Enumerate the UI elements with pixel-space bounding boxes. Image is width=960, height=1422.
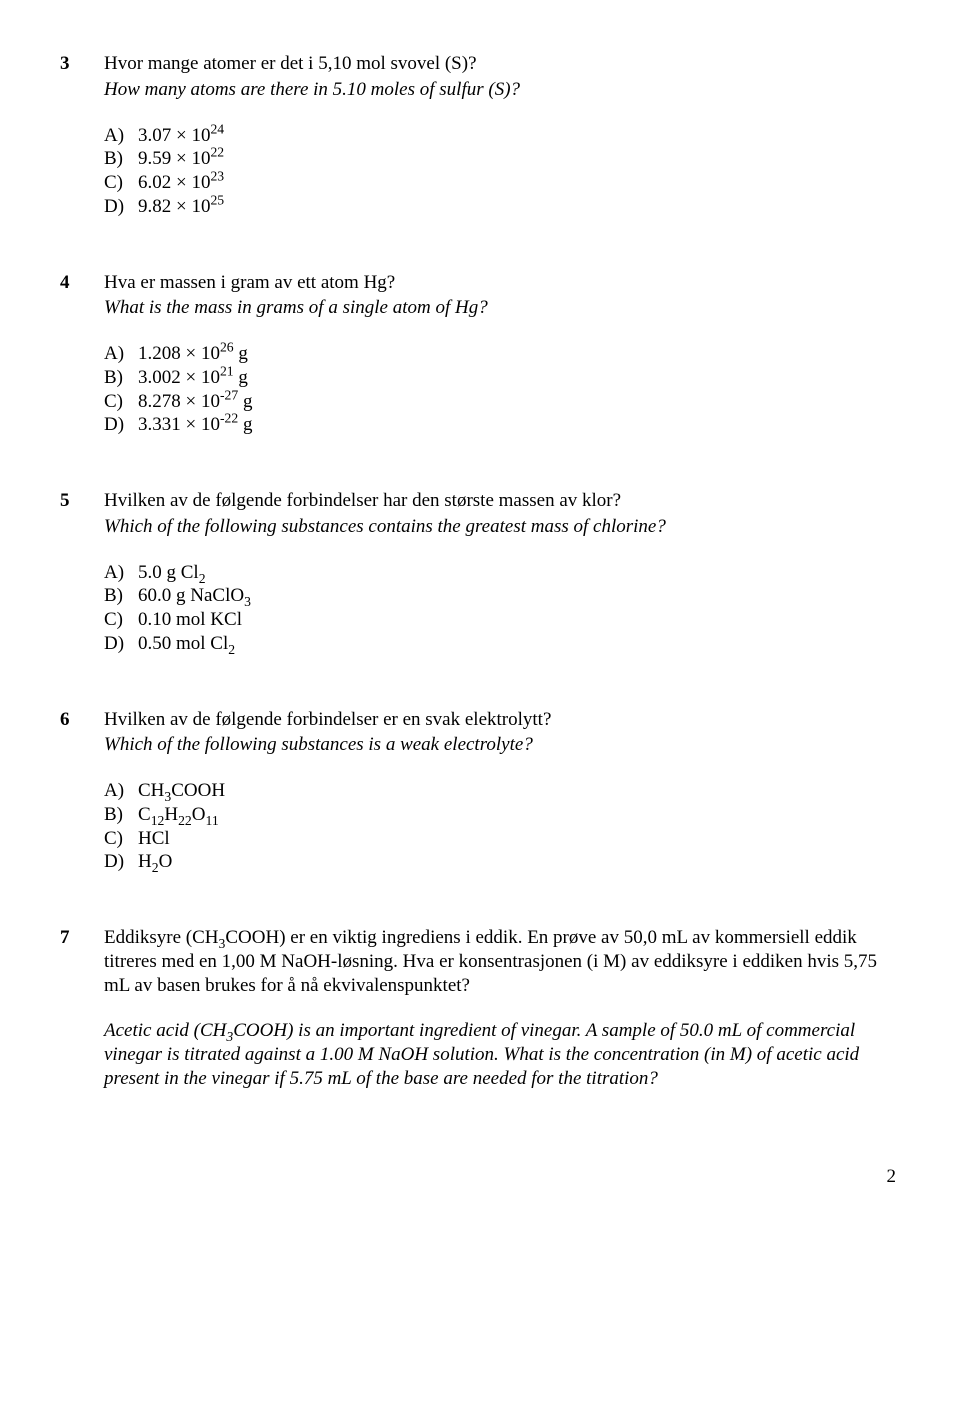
- choice-text: 3.331 × 10-22 g: [138, 413, 252, 437]
- choice-c: C) 0.10 mol KCl: [104, 608, 900, 632]
- choice-label: A): [104, 561, 138, 585]
- prompt-en: How many atoms are there in 5.10 moles o…: [104, 78, 900, 102]
- choice-label: D): [104, 850, 138, 874]
- choice-b: B) 3.002 × 1021 g: [104, 366, 900, 390]
- question-6: 6 Hvilken av de følgende forbindelser er…: [60, 708, 900, 875]
- question-7: 7 Eddiksyre (CH3COOH) er en viktig ingre…: [60, 926, 900, 1113]
- choice-a: A) 3.07 × 1024: [104, 124, 900, 148]
- choice-text: 9.82 × 1025: [138, 195, 224, 219]
- prompt-no: Hvilken av de følgende forbindelser har …: [104, 489, 900, 513]
- choice-label: C): [104, 390, 138, 414]
- choice-label: D): [104, 195, 138, 219]
- question-body: Hvor mange atomer er det i 5,10 mol svov…: [104, 52, 900, 219]
- prompt-en: What is the mass in grams of a single at…: [104, 296, 900, 320]
- page-number: 2: [60, 1165, 900, 1189]
- question-5: 5 Hvilken av de følgende forbindelser ha…: [60, 489, 900, 656]
- choices: A) 3.07 × 1024 B) 9.59 × 1022 C) 6.02 × …: [104, 124, 900, 219]
- question-number: 5: [60, 489, 104, 656]
- choice-text: 9.59 × 1022: [138, 147, 224, 171]
- choice-text: 60.0 g NaClO3: [138, 584, 251, 608]
- prompt-no: Eddiksyre (CH3COOH) er en viktig ingredi…: [104, 926, 900, 997]
- choice-text: HCl: [138, 827, 170, 851]
- question-body: Hva er massen i gram av ett atom Hg? Wha…: [104, 271, 900, 438]
- choice-text: C12H22O11: [138, 803, 219, 827]
- question-3: 3 Hvor mange atomer er det i 5,10 mol sv…: [60, 52, 900, 219]
- choice-c: C) 6.02 × 1023: [104, 171, 900, 195]
- choice-c: C) 8.278 × 10-27 g: [104, 390, 900, 414]
- choice-text: 0.10 mol KCl: [138, 608, 242, 632]
- choice-d: D) 9.82 × 1025: [104, 195, 900, 219]
- choice-label: D): [104, 413, 138, 437]
- choice-d: D) 0.50 mol Cl2: [104, 632, 900, 656]
- question-number: 6: [60, 708, 104, 875]
- question-number: 7: [60, 926, 104, 1113]
- choice-label: B): [104, 366, 138, 390]
- choice-label: C): [104, 608, 138, 632]
- choice-text: 3.002 × 1021 g: [138, 366, 248, 390]
- choices: A) 1.208 × 1026 g B) 3.002 × 1021 g C) 8…: [104, 342, 900, 437]
- choice-a: A) 1.208 × 1026 g: [104, 342, 900, 366]
- choice-d: D) H2O: [104, 850, 900, 874]
- choice-label: A): [104, 342, 138, 366]
- question-4: 4 Hva er massen i gram av ett atom Hg? W…: [60, 271, 900, 438]
- choice-label: A): [104, 779, 138, 803]
- choices: A) 5.0 g Cl2 B) 60.0 g NaClO3 C) 0.10 mo…: [104, 561, 900, 656]
- choice-label: A): [104, 124, 138, 148]
- choice-text: 1.208 × 1026 g: [138, 342, 248, 366]
- choice-label: C): [104, 827, 138, 851]
- choice-label: C): [104, 171, 138, 195]
- question-body: Hvilken av de følgende forbindelser har …: [104, 489, 900, 656]
- choices: A) CH3COOH B) C12H22O11 C) HCl D) H2O: [104, 779, 900, 874]
- choice-label: B): [104, 584, 138, 608]
- prompt-no: Hvor mange atomer er det i 5,10 mol svov…: [104, 52, 900, 76]
- choice-b: B) 9.59 × 1022: [104, 147, 900, 171]
- question-body: Eddiksyre (CH3COOH) er en viktig ingredi…: [104, 926, 900, 1113]
- prompt-en: Which of the following substances contai…: [104, 515, 900, 539]
- prompt-no: Hvilken av de følgende forbindelser er e…: [104, 708, 900, 732]
- choice-d: D) 3.331 × 10-22 g: [104, 413, 900, 437]
- choice-b: B) C12H22O11: [104, 803, 900, 827]
- choice-text: 5.0 g Cl2: [138, 561, 206, 585]
- prompt-en: Which of the following substances is a w…: [104, 733, 900, 757]
- choice-text: 0.50 mol Cl2: [138, 632, 235, 656]
- prompt-en: Acetic acid (CH3COOH) is an important in…: [104, 1019, 900, 1090]
- choice-label: B): [104, 803, 138, 827]
- choice-text: 3.07 × 1024: [138, 124, 224, 148]
- choice-text: 6.02 × 1023: [138, 171, 224, 195]
- prompt-no: Hva er massen i gram av ett atom Hg?: [104, 271, 900, 295]
- choice-c: C) HCl: [104, 827, 900, 851]
- choice-label: D): [104, 632, 138, 656]
- choice-a: A) 5.0 g Cl2: [104, 561, 900, 585]
- choice-b: B) 60.0 g NaClO3: [104, 584, 900, 608]
- question-number: 3: [60, 52, 104, 219]
- choice-a: A) CH3COOH: [104, 779, 900, 803]
- choice-text: 8.278 × 10-27 g: [138, 390, 252, 414]
- choice-text: H2O: [138, 850, 172, 874]
- choice-text: CH3COOH: [138, 779, 225, 803]
- question-number: 4: [60, 271, 104, 438]
- choice-label: B): [104, 147, 138, 171]
- question-body: Hvilken av de følgende forbindelser er e…: [104, 708, 900, 875]
